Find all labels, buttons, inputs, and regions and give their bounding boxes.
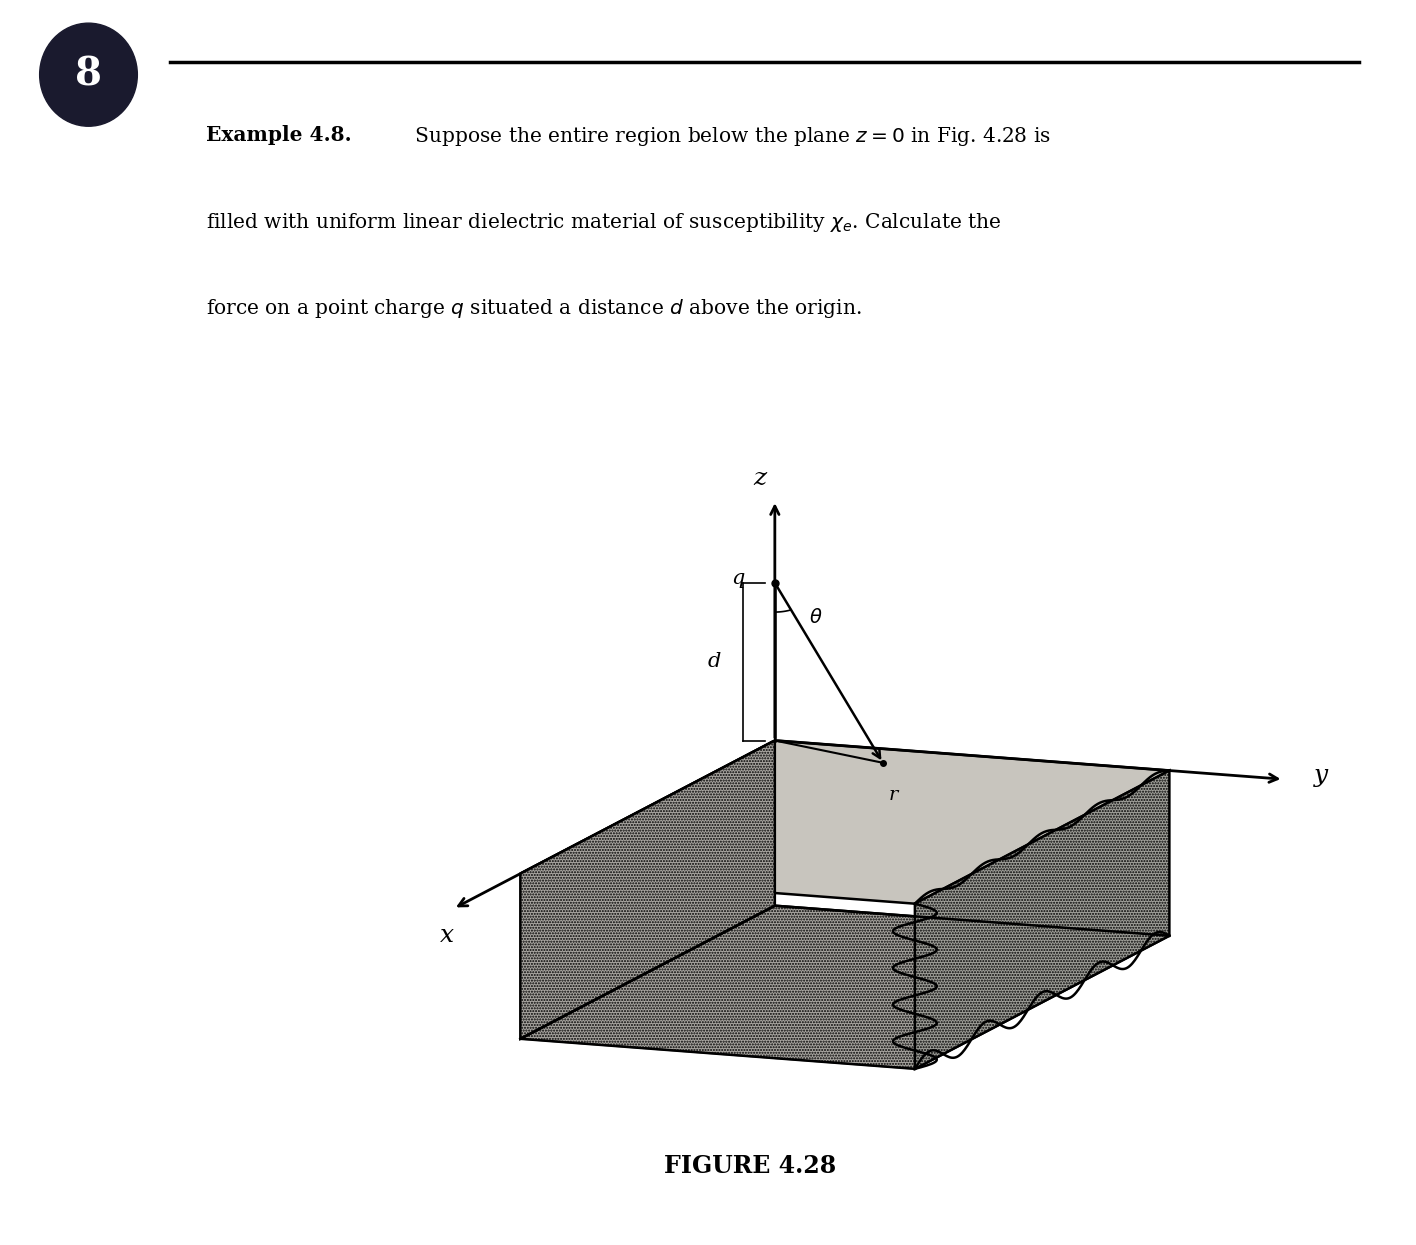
Text: x: x	[440, 924, 455, 946]
Polygon shape	[520, 905, 1170, 1069]
Text: r: r	[889, 786, 898, 804]
Text: 8: 8	[75, 56, 102, 93]
Circle shape	[40, 24, 137, 126]
Text: z: z	[753, 467, 767, 491]
Text: filled with uniform linear dielectric material of susceptibility $\chi_e$. Calcu: filled with uniform linear dielectric ma…	[205, 212, 1001, 234]
Text: d: d	[708, 652, 721, 671]
Text: q: q	[731, 569, 745, 588]
Text: FIGURE 4.28: FIGURE 4.28	[664, 1154, 837, 1179]
Text: $\theta$: $\theta$	[809, 608, 823, 627]
Polygon shape	[520, 741, 1170, 904]
Polygon shape	[520, 741, 775, 1038]
Polygon shape	[915, 771, 1170, 1069]
Text: y: y	[1314, 763, 1328, 787]
Text: force on a point charge $q$ situated a distance $d$ above the origin.: force on a point charge $q$ situated a d…	[205, 298, 861, 320]
Text: Example 4.8.: Example 4.8.	[205, 126, 351, 146]
Text: Suppose the entire region below the plane $z = 0$ in Fig. 4.28 is: Suppose the entire region below the plan…	[402, 126, 1051, 148]
